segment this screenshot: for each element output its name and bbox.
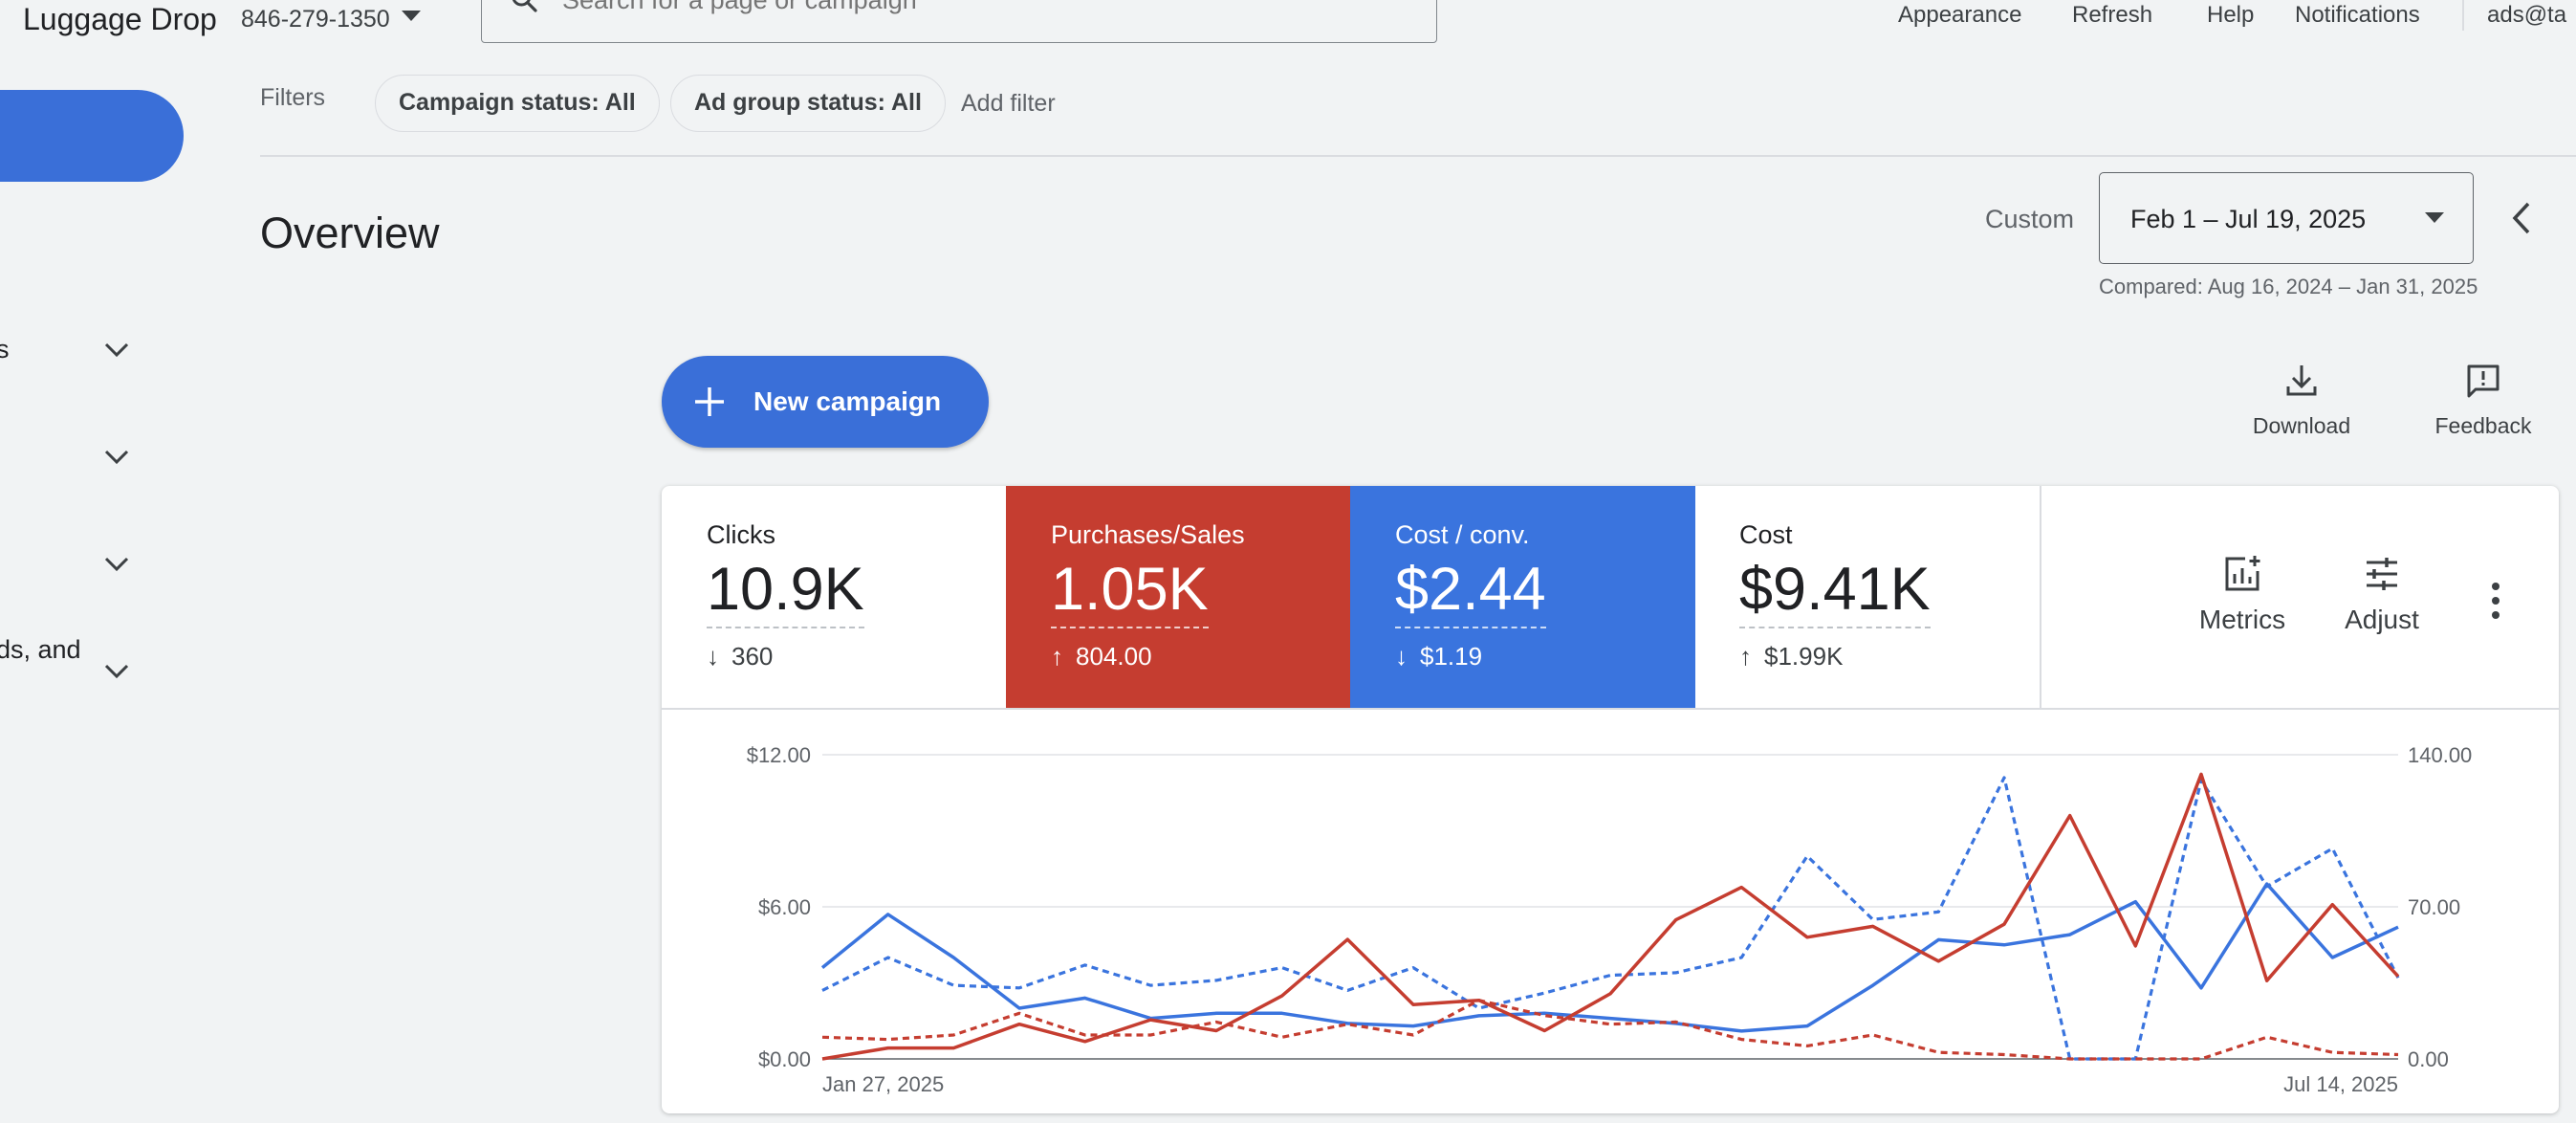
metric-value: $2.44 — [1395, 556, 1546, 629]
account-id[interactable]: 846-279-1350 — [241, 6, 390, 33]
metric-tile-cost-per-conv[interactable]: Cost / conv. $2.44 ↓ $1.19 — [1350, 486, 1695, 709]
brand-name: Luggage Drop — [23, 2, 217, 36]
metric-delta-value: $1.99K — [1764, 642, 1844, 671]
plus-icon — [695, 387, 724, 416]
arrow-down-icon: ↓ — [707, 642, 719, 671]
y-right-tick-label: 0.00 — [2408, 1047, 2449, 1071]
chevron-down-icon[interactable] — [103, 663, 130, 680]
refresh-button[interactable]: Refresh — [2072, 2, 2153, 28]
top-bar: Luggage Drop 846-279-1350 Appearance Ref… — [0, 0, 2576, 48]
y-left-tick-label: $12.00 — [747, 743, 811, 767]
metric-label: Purchases/Sales — [1051, 520, 1245, 549]
tile-divider — [2040, 486, 2041, 709]
y-right-tick-label: 70.00 — [2408, 895, 2460, 919]
metric-tile-clicks[interactable]: Clicks 10.9K ↓ 360 — [662, 486, 1007, 709]
chart-series-line-3 — [821, 772, 2400, 1061]
metric-delta: ↑ $1.99K — [1739, 642, 1843, 672]
metric-delta: ↓ 360 — [707, 642, 773, 672]
metric-delta: ↓ $1.19 — [1395, 642, 1482, 672]
arrow-down-icon: ↓ — [1395, 642, 1408, 671]
y-left-tick-label: $6.00 — [758, 895, 811, 919]
metric-tile-cost[interactable]: Cost $9.41K ↑ $1.99K — [1694, 486, 2040, 709]
download-button[interactable]: Download — [2235, 362, 2369, 448]
account-email[interactable]: ads@ta — [2487, 2, 2567, 28]
x-tick-label-start: Jan 27, 2025 — [822, 1072, 944, 1096]
new-campaign-button[interactable]: New campaign — [662, 356, 989, 448]
metric-delta-value: 804.00 — [1076, 642, 1152, 671]
chevron-down-icon[interactable] — [103, 556, 130, 573]
metric-value: $9.41K — [1739, 556, 1931, 629]
metric-value: 1.05K — [1051, 556, 1209, 629]
search-box[interactable] — [481, 0, 1437, 43]
metric-delta-value: $1.19 — [1420, 642, 1483, 671]
comparison-range: Compared: Aug 16, 2024 – Jan 31, 2025 — [2099, 275, 2478, 298]
ad-group-status-filter-chip[interactable]: Ad group status: All — [670, 75, 946, 132]
chevron-down-icon[interactable] — [103, 449, 130, 466]
account-dropdown-icon[interactable] — [402, 11, 421, 21]
campaign-status-filter-chip[interactable]: Campaign status: All — [375, 75, 660, 132]
date-range-picker[interactable]: Feb 1 – Jul 19, 2025 — [2099, 172, 2474, 264]
feedback-button[interactable]: Feedback — [2416, 362, 2550, 448]
chevron-down-icon — [2425, 212, 2444, 223]
date-range-mode-label: Custom — [1985, 205, 2075, 233]
add-filter-button[interactable]: Add filter — [961, 90, 1056, 117]
feedback-label: Feedback — [2434, 413, 2532, 438]
sidebar-item-label: ds, and — [0, 635, 81, 664]
chart-series-line-4 — [821, 999, 2399, 1061]
download-label: Download — [2252, 413, 2351, 438]
adjust-button[interactable]: Adjust — [2320, 553, 2444, 635]
chart-series-line-2 — [821, 776, 2400, 1061]
arrow-up-icon: ↑ — [1739, 642, 1752, 671]
x-tick-label-end: Jul 14, 2025 — [2283, 1072, 2398, 1096]
y-right-tick-label: 140.00 — [2408, 743, 2472, 767]
metric-value: 10.9K — [707, 556, 864, 629]
tiles-divider — [662, 708, 2559, 710]
metric-label: Cost / conv. — [1395, 520, 1530, 549]
feedback-icon — [2467, 364, 2500, 398]
metrics-button[interactable]: Metrics — [2180, 553, 2304, 635]
sidebar-item-label: s — [0, 335, 10, 363]
performance-card: Clicks 10.9K ↓ 360 Purchases/Sales 1.05K … — [662, 486, 2559, 1113]
add-chart-icon — [2225, 556, 2260, 591]
metric-delta-value: 360 — [731, 642, 774, 671]
date-range-value: Feb 1 – Jul 19, 2025 — [2130, 205, 2367, 233]
header-divider — [2462, 0, 2464, 31]
metric-delta: ↑ 804.00 — [1051, 642, 1152, 672]
appearance-button[interactable]: Appearance — [1898, 2, 2022, 28]
sidebar-create-button[interactable] — [0, 90, 184, 182]
metric-label: Cost — [1739, 520, 1793, 549]
chart-series-line-1 — [820, 882, 2399, 1033]
notifications-button[interactable]: Notifications — [2295, 2, 2420, 28]
search-input[interactable] — [562, 0, 1404, 14]
page-title: Overview — [260, 209, 440, 257]
tune-icon — [2367, 558, 2397, 590]
filters-label: Filters — [260, 84, 326, 111]
search-icon — [512, 0, 537, 12]
metric-label: Clicks — [707, 520, 775, 549]
adjust-label: Adjust — [2345, 605, 2419, 634]
download-icon — [2286, 365, 2317, 396]
chevron-down-icon[interactable] — [103, 341, 130, 359]
arrow-up-icon: ↑ — [1051, 642, 1063, 671]
more-options-icon[interactable] — [2484, 578, 2507, 624]
filters-divider — [260, 155, 2576, 157]
new-campaign-label: New campaign — [753, 386, 942, 416]
performance-chart: $0.00 $6.00 $12.00 0.00 70.00 140.00 Jan 27, 2… — [747, 743, 2473, 1096]
help-button[interactable]: Help — [2207, 2, 2255, 28]
y-left-tick-label: $0.00 — [758, 1047, 811, 1071]
metrics-label: Metrics — [2198, 605, 2286, 634]
metric-tile-purchases[interactable]: Purchases/Sales 1.05K ↑ 804.00 — [1006, 486, 1351, 709]
chevron-left-icon[interactable] — [2505, 199, 2538, 237]
